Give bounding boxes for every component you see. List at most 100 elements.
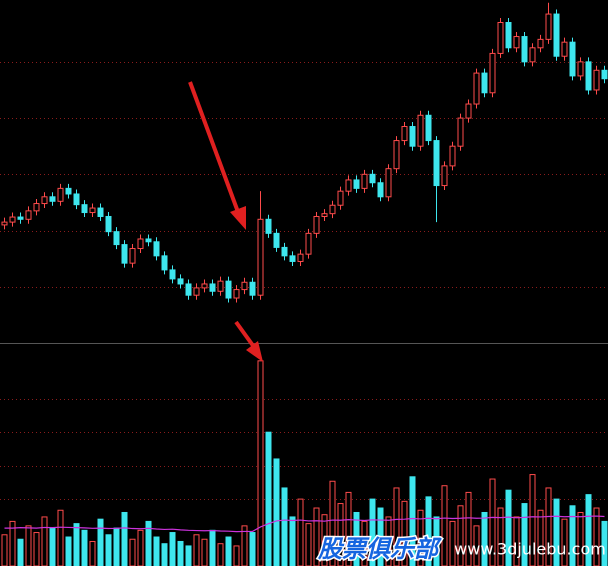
candle-body [297, 253, 304, 262]
volume-bar [449, 520, 456, 566]
volume-bar [321, 514, 328, 566]
volume-bar [217, 543, 224, 566]
volume-bar [569, 505, 576, 566]
volume-bar [129, 538, 136, 566]
candle-body [161, 255, 168, 271]
volume-bar [297, 498, 304, 566]
candle-body [233, 289, 240, 299]
volume-bar [201, 538, 208, 566]
volume-bar [137, 529, 144, 566]
watermark-url: www.3djulebu.com [454, 540, 606, 559]
candle-body [273, 232, 280, 248]
candle-body [249, 281, 256, 296]
candle-body [169, 269, 176, 280]
volume-bar [105, 534, 112, 566]
candle-body [177, 278, 184, 285]
candle-body [465, 103, 472, 119]
candle-body [425, 114, 432, 142]
candle-body [481, 72, 488, 94]
candle-body [513, 36, 520, 49]
volume-ma-line [4, 515, 605, 533]
candle-body [17, 216, 24, 220]
candle-body [489, 52, 496, 94]
volume-bar [257, 360, 264, 566]
candle-body [225, 280, 232, 299]
candle-body [113, 231, 120, 246]
volume-bar [177, 540, 184, 566]
candle-body [73, 193, 80, 206]
candle-body [57, 187, 64, 202]
volume-bar [289, 516, 296, 566]
candle-body [321, 213, 328, 217]
candle-body [401, 126, 408, 142]
candle-body [281, 246, 288, 257]
volume-bar [145, 520, 152, 566]
volume-bar [281, 487, 288, 566]
volume-bar [57, 509, 64, 566]
candle-body [97, 207, 104, 217]
volume-bar [385, 516, 392, 566]
volume-bar [249, 532, 256, 566]
candle-body [313, 215, 320, 234]
volume-bar [601, 520, 608, 566]
volume-bar [89, 540, 96, 566]
candle-body [369, 173, 376, 184]
candle-body [121, 244, 128, 264]
candle-body [457, 117, 464, 147]
candle-body [1, 221, 8, 226]
candle-body [569, 41, 576, 77]
candle-body [409, 126, 416, 147]
candle-body [545, 13, 552, 40]
volume-bar [361, 520, 368, 566]
candle-body [553, 13, 560, 57]
volume-bar [457, 505, 464, 566]
volume-bar [537, 509, 544, 566]
arrow-head [230, 206, 246, 230]
candle-body [153, 241, 160, 257]
watermark-title: 股票俱乐部 [317, 535, 442, 563]
candle-body [209, 283, 216, 292]
candle-body [561, 41, 568, 57]
volume-bar [193, 534, 200, 566]
candle-body [393, 140, 400, 170]
arrow-head [246, 341, 263, 362]
volume-bar [169, 532, 176, 566]
volume-bar [9, 520, 16, 566]
volume-bar [233, 545, 240, 566]
candle-body [241, 281, 248, 291]
annotation-arrows [188, 81, 263, 362]
volume-bar [25, 525, 32, 566]
volume-bar [17, 538, 24, 566]
candle-body [193, 287, 200, 296]
volume-bar [393, 487, 400, 566]
candle-body [601, 69, 608, 80]
candle-body [585, 61, 592, 91]
candle-body [433, 140, 440, 187]
volume-bar [97, 518, 104, 566]
volume-bar [73, 523, 80, 566]
candle-body [257, 218, 264, 296]
candle-body [25, 210, 32, 220]
volume-bar [441, 485, 448, 566]
candle-body [337, 190, 344, 206]
candle-body [265, 218, 272, 234]
candle-body [89, 207, 96, 214]
candle-body [361, 173, 368, 189]
candle-body [577, 61, 584, 77]
volume-bar [185, 545, 192, 566]
candle-body [145, 238, 152, 243]
volume-bar [545, 487, 552, 566]
volume-bar [33, 532, 40, 566]
volume-bar [153, 536, 160, 566]
candle-body [49, 196, 56, 202]
volume-bar [369, 498, 376, 566]
candle-body [33, 203, 40, 212]
candle-body [329, 204, 336, 215]
grid [0, 62, 608, 500]
candle-body [505, 21, 512, 49]
candle-body [497, 21, 504, 54]
